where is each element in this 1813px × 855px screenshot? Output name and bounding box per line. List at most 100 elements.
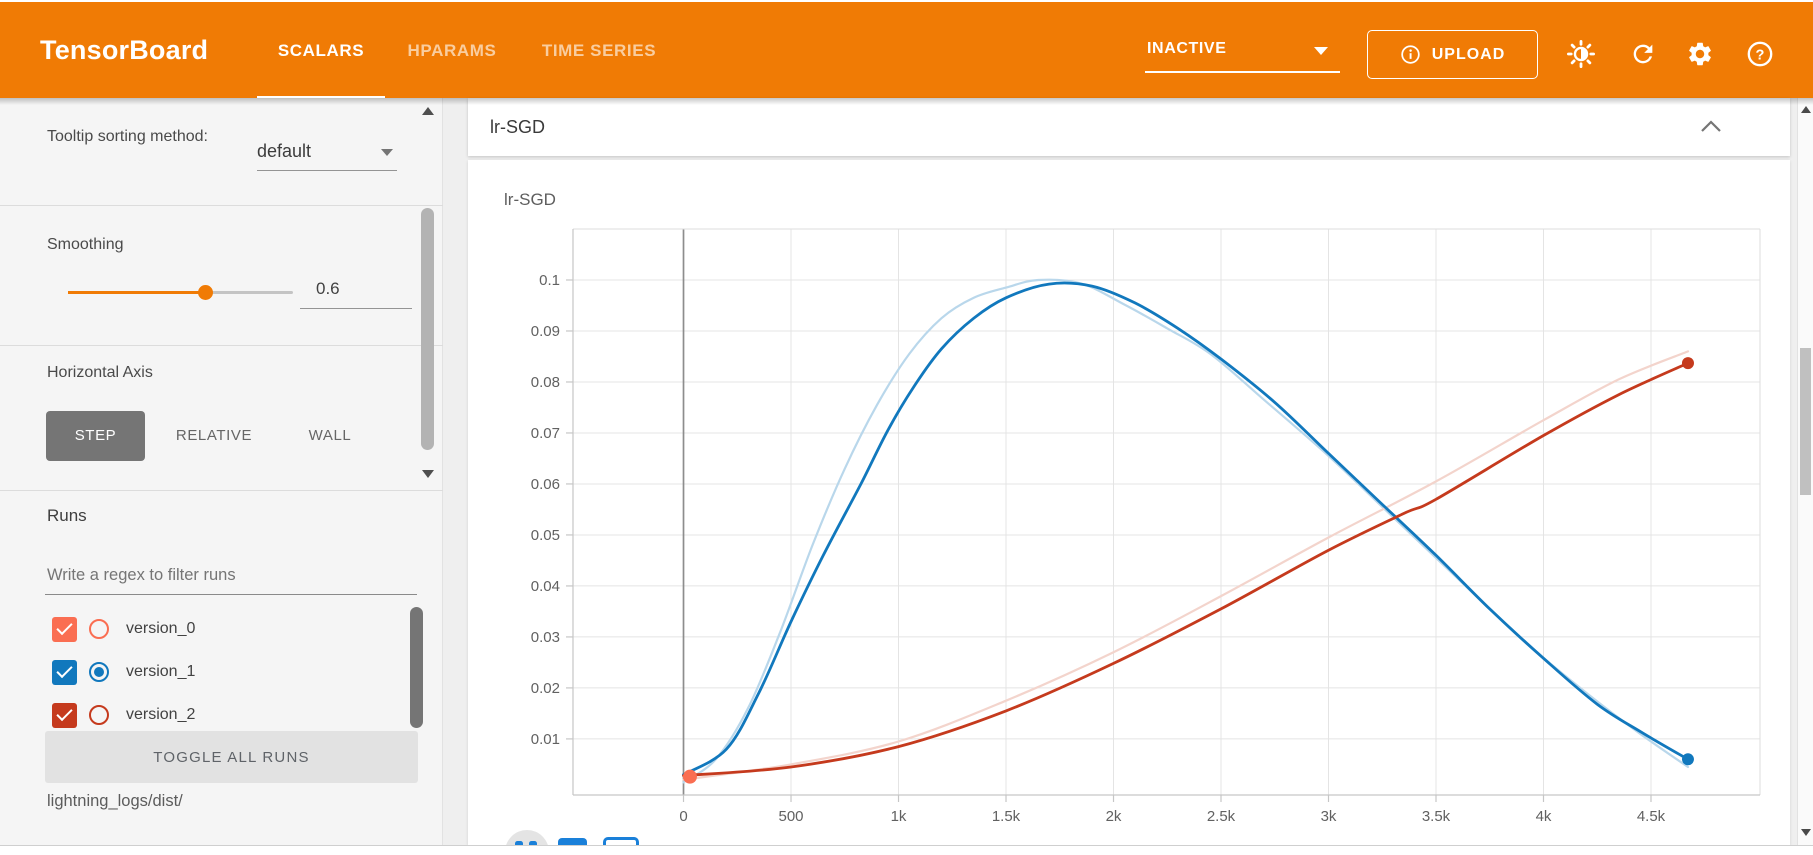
divider	[0, 345, 443, 346]
app-title: TensorBoard	[40, 35, 209, 65]
x-tick-label: 500	[778, 808, 803, 825]
sidebar-scroll-down-icon[interactable]	[422, 470, 434, 478]
y-tick-label: 0.09	[531, 323, 560, 340]
chart-action-button-1[interactable]	[505, 830, 549, 845]
y-tick-label: 0.01	[531, 731, 560, 748]
x-tick-label: 3k	[1321, 808, 1337, 825]
brightness-icon	[1567, 40, 1595, 68]
tab-scalars[interactable]: SCALARS	[257, 2, 385, 100]
runs-filter-input[interactable]	[45, 556, 417, 595]
refresh-icon	[1633, 44, 1653, 64]
y-tick-label: 0.05	[531, 527, 560, 544]
chart-title: lr-SGD	[504, 190, 556, 209]
run-checkbox[interactable]	[52, 617, 77, 642]
x-tick-label: 2.5k	[1207, 808, 1236, 825]
run-radio[interactable]	[89, 662, 109, 682]
collapse-group-button[interactable]	[1696, 113, 1726, 141]
scroll-down-icon[interactable]	[1801, 829, 1811, 836]
tab-time-series[interactable]: TIME SERIES	[541, 41, 657, 60]
y-tick-label: 0.07	[531, 425, 560, 442]
check-icon	[56, 618, 73, 636]
series-marker-version_0	[682, 769, 697, 784]
sidebar-scrollbar-thumb[interactable]	[421, 208, 434, 450]
x-tick-label: 1.5k	[992, 808, 1021, 825]
series-marker-version_2-smoothed-0-6-	[1681, 357, 1694, 370]
series-marker-version_1-smoothed-0-6-	[1681, 753, 1694, 766]
tooltip-sorting-select[interactable]: default	[257, 136, 397, 171]
page-scrollbar-thumb[interactable]	[1800, 348, 1811, 495]
tab-bar: SCALARS HPARAMS TIME SERIES	[257, 2, 669, 100]
y-tick-label: 0.1	[539, 272, 560, 289]
scalar-chart[interactable]: lr-SGD 0.1 0.09 0.08 0.07 0.06 0.05 0.04 0.03 0.0…	[468, 160, 1790, 845]
divider	[0, 490, 443, 491]
upload-button[interactable]: UPLOAD	[1367, 30, 1538, 79]
settings-button[interactable]	[1686, 40, 1714, 68]
scalar-group-title: lr-SGD	[490, 117, 545, 137]
tooltip-sorting-label: Tooltip sorting method:	[47, 128, 208, 145]
sidebar: Tooltip sorting method: default Smoothin…	[0, 98, 443, 855]
run-checkbox[interactable]	[52, 703, 77, 728]
run-radio[interactable]	[89, 705, 109, 725]
smoothing-slider[interactable]	[68, 285, 293, 300]
radio-dot	[94, 667, 104, 677]
tab-hparams[interactable]: HPARAMS	[407, 41, 497, 60]
x-tick-label: 2k	[1106, 808, 1122, 825]
upload-label: UPLOAD	[1431, 45, 1506, 63]
brightness-toggle-button[interactable]	[1567, 40, 1595, 68]
series-version_1-raw-	[682, 278, 1690, 784]
status-dropdown[interactable]: INACTIVE	[1145, 32, 1340, 73]
axis-option-step[interactable]: STEP	[46, 411, 145, 461]
refresh-button[interactable]	[1629, 40, 1657, 68]
x-tick-label: 4k	[1536, 808, 1552, 825]
svg-text:?: ?	[1756, 47, 1765, 63]
chart-action-button-3[interactable]	[603, 837, 639, 845]
run-checkbox[interactable]	[52, 660, 77, 685]
run-label: version_1	[126, 663, 196, 680]
info-icon	[1401, 45, 1420, 64]
divider	[0, 205, 443, 206]
chevron-down-icon	[381, 149, 393, 156]
check-icon	[56, 661, 73, 679]
axis-option-relative[interactable]: RELATIVE	[175, 427, 253, 444]
page-scrollbar[interactable]	[1797, 98, 1813, 845]
chevron-up-icon	[1701, 120, 1721, 132]
smoothing-value-input[interactable]	[300, 270, 412, 309]
help-button[interactable]: ?	[1746, 40, 1774, 68]
series-version_2-raw-	[682, 350, 1690, 781]
y-tick-label: 0.03	[531, 629, 560, 646]
gear-icon	[1689, 42, 1711, 66]
x-tick-label: 4.5k	[1637, 808, 1666, 825]
status-dropdown-value: INACTIVE	[1147, 40, 1227, 57]
y-tick-label: 0.02	[531, 680, 560, 697]
run-row-version-0[interactable]: version_0	[45, 617, 375, 647]
toggle-all-runs-button[interactable]: TOGGLE ALL RUNS	[45, 731, 418, 783]
smoothing-label: Smoothing	[47, 236, 124, 253]
window-bottom-edge	[0, 845, 1813, 855]
sidebar-scroll-up-icon[interactable]	[422, 107, 434, 115]
chevron-down-icon	[1314, 47, 1328, 55]
scalar-group-header[interactable]: lr-SGD	[468, 98, 1790, 156]
check-icon	[56, 704, 73, 722]
app-header: TensorBoard SCALARS HPARAMS TIME SERIES …	[0, 2, 1813, 100]
run-label: version_2	[126, 706, 196, 723]
axis-option-wall[interactable]: WALL	[308, 427, 352, 444]
smoothing-slider-thumb[interactable]	[198, 285, 213, 300]
smoothing-slider-fill	[68, 291, 205, 294]
scroll-up-icon[interactable]	[1801, 106, 1811, 113]
chart-action-button-2[interactable]	[558, 838, 587, 845]
y-tick-label: 0.08	[531, 374, 560, 391]
x-tick-label: 0	[679, 808, 687, 825]
run-label: version_0	[126, 620, 196, 637]
run-row-version-2[interactable]: version_2	[45, 703, 375, 733]
y-tick-label: 0.06	[531, 476, 560, 493]
runs-heading: Runs	[47, 506, 87, 525]
y-tick-label: 0.04	[531, 578, 560, 595]
log-directory-label: lightning_logs/dist/	[47, 792, 183, 810]
pause-icon	[529, 841, 537, 845]
help-icon: ?	[1747, 41, 1773, 67]
run-row-version-1[interactable]: version_1	[45, 660, 375, 690]
x-tick-label: 3.5k	[1422, 808, 1451, 825]
run-radio[interactable]	[89, 619, 109, 639]
runs-scrollbar-thumb[interactable]	[410, 607, 423, 728]
